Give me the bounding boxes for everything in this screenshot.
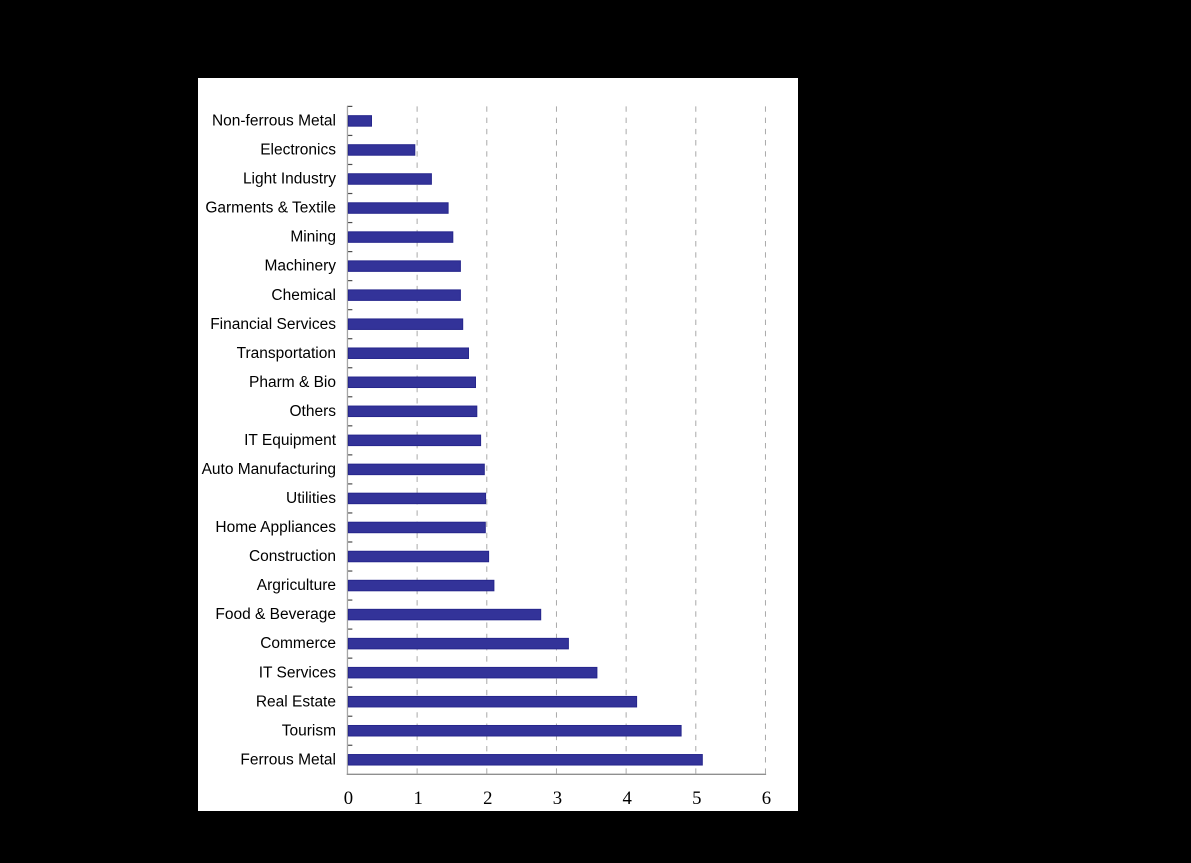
svg-text:Pharm & Bio: Pharm & Bio — [249, 374, 336, 391]
svg-text:4: 4 — [622, 788, 632, 809]
svg-text:Tourism: Tourism — [282, 722, 336, 739]
svg-text:6: 6 — [762, 788, 771, 809]
svg-text:1: 1 — [413, 788, 422, 809]
svg-text:Construction: Construction — [249, 548, 336, 565]
svg-text:Home Appliances: Home Appliances — [215, 519, 336, 536]
svg-text:Mining: Mining — [290, 229, 336, 246]
svg-text:Utilities: Utilities — [286, 490, 336, 507]
svg-text:Machinery: Machinery — [265, 258, 337, 275]
svg-text:Auto Manufacturing: Auto Manufacturing — [202, 461, 336, 478]
svg-text:Commerce: Commerce — [260, 635, 336, 652]
svg-text:3: 3 — [553, 788, 562, 809]
svg-text:Others: Others — [289, 403, 336, 420]
svg-text:5: 5 — [692, 788, 701, 809]
svg-text:Food & Beverage: Food & Beverage — [215, 606, 336, 623]
svg-text:2: 2 — [483, 788, 492, 809]
svg-text:Chemical: Chemical — [271, 287, 336, 304]
svg-text:Ferrous Metal: Ferrous Metal — [240, 751, 336, 768]
svg-text:Non-ferrous Metal: Non-ferrous Metal — [212, 113, 336, 130]
svg-text:IT Services: IT Services — [259, 664, 336, 681]
svg-text:Garments & Textile: Garments & Textile — [205, 200, 336, 217]
svg-text:0: 0 — [344, 788, 353, 809]
svg-text:Transportation: Transportation — [237, 345, 336, 362]
svg-text:Light Industry: Light Industry — [243, 171, 336, 188]
svg-text:Financial Services: Financial Services — [210, 316, 336, 333]
svg-text:Electronics: Electronics — [260, 142, 336, 159]
svg-text:IT Equipment: IT Equipment — [244, 432, 337, 449]
svg-text:Argriculture: Argriculture — [257, 577, 336, 594]
svg-text:Real Estate: Real Estate — [256, 693, 336, 710]
